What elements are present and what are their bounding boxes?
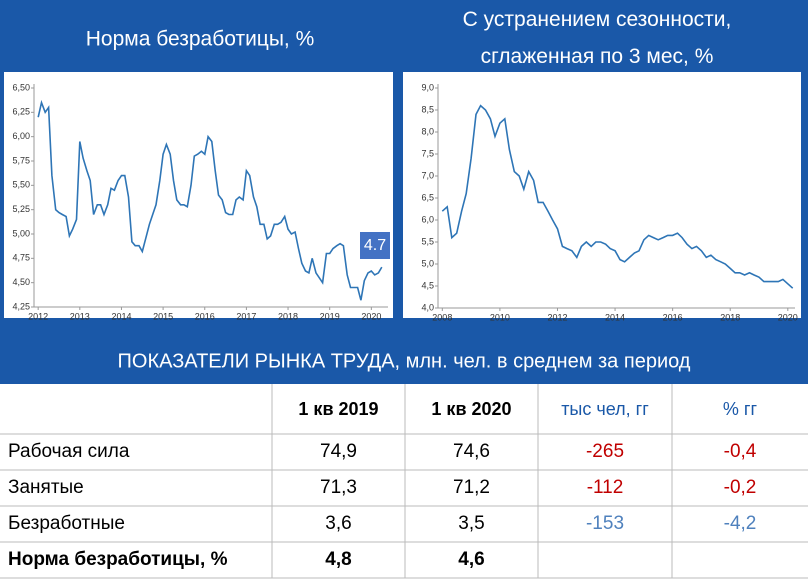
column-header: % гг xyxy=(723,399,758,419)
y-tick-label: 7,5 xyxy=(421,148,434,158)
x-tick-label: 2018 xyxy=(278,311,298,321)
cell: 74,6 xyxy=(453,441,490,462)
y-tick-label: 5,50 xyxy=(12,180,30,190)
y-tick-label: 4,25 xyxy=(12,301,30,311)
annotation-box xyxy=(360,232,390,259)
cell: -0,4 xyxy=(724,441,757,462)
chart-title-2: С устранением сезонности, сглаженная по 3… xyxy=(463,8,732,68)
cell: -153 xyxy=(586,513,624,534)
y-tick-label: 4,0 xyxy=(421,302,434,312)
y-tick-label: 5,0 xyxy=(421,258,434,268)
x-tick-label: 2012 xyxy=(28,311,48,321)
y-tick-label: 5,25 xyxy=(12,204,30,214)
y-tick-label: 8,0 xyxy=(421,126,434,136)
cell: 3,5 xyxy=(458,513,484,534)
y-tick-label: 4,50 xyxy=(12,277,30,287)
cell: 3,6 xyxy=(325,513,351,534)
chart-title-1: Норма безработицы, % xyxy=(86,28,315,51)
x-tick-label: 2013 xyxy=(70,311,90,321)
cell: -0,2 xyxy=(724,477,757,498)
row-label: Норма безработицы, % xyxy=(8,549,228,570)
y-tick-label: 6,5 xyxy=(421,192,434,202)
data-line xyxy=(441,104,794,289)
x-tick-label: 2010 xyxy=(490,312,510,322)
y-tick-label: 6,0 xyxy=(421,214,434,224)
y-tick-label: 6,00 xyxy=(12,131,30,141)
row-label: Занятые xyxy=(8,477,84,498)
cell: -4,2 xyxy=(724,513,757,534)
cell: 71,3 xyxy=(320,477,357,498)
chart-panel-1 xyxy=(4,72,393,318)
cell: 74,9 xyxy=(320,441,357,462)
cell: 4,6 xyxy=(458,549,484,570)
column-header: 1 кв 2019 xyxy=(298,399,378,419)
y-tick-label: 5,75 xyxy=(12,155,30,165)
y-tick-label: 8,5 xyxy=(421,104,434,114)
table-title: ПОКАЗАТЕЛИ РЫНКА ТРУДА, млн. чел. в сред… xyxy=(118,350,691,372)
table: 1 кв 2019 1 кв 2020 тыс чел, гг % гг Рабочая… xyxy=(0,384,808,579)
y-tick-label: 7,0 xyxy=(421,170,434,180)
data-line xyxy=(37,99,383,301)
y-tick-label: 5,00 xyxy=(12,228,30,238)
y-tick-label: 9,0 xyxy=(421,82,434,92)
cell: 71,2 xyxy=(453,477,490,498)
annotation: 4.7 xyxy=(364,237,386,254)
x-tick-label: 2014 xyxy=(605,312,625,322)
y-tick-label: 5,5 xyxy=(421,236,434,246)
column-header: 1 кв 2020 xyxy=(431,399,511,419)
x-tick-label: 2020 xyxy=(361,311,381,321)
row-label: Рабочая сила xyxy=(8,441,130,462)
x-tick-label: 2016 xyxy=(195,311,215,321)
x-tick-label: 2016 xyxy=(663,312,683,322)
chart-panel-2 xyxy=(403,72,801,318)
y-tick-label: 4,75 xyxy=(12,253,30,263)
x-tick-label: 2008 xyxy=(432,312,452,322)
x-tick-label: 2014 xyxy=(111,311,131,321)
cell: -265 xyxy=(586,441,624,462)
x-tick-label: 2020 xyxy=(778,312,798,322)
x-tick-label: 2019 xyxy=(320,311,340,321)
cell: -112 xyxy=(587,477,624,498)
y-tick-label: 4,5 xyxy=(421,280,434,290)
x-tick-label: 2018 xyxy=(720,312,740,322)
y-tick-label: 6,25 xyxy=(12,107,30,117)
x-tick-label: 2017 xyxy=(236,311,256,321)
column-header: тыс чел, гг xyxy=(561,399,649,419)
x-tick-label: 2015 xyxy=(153,311,173,321)
row-label: Безработные xyxy=(8,513,125,534)
x-tick-label: 2012 xyxy=(547,312,567,322)
table-panel xyxy=(0,384,808,584)
cell: 4,8 xyxy=(325,549,351,570)
y-tick-label: 6,50 xyxy=(12,82,30,92)
